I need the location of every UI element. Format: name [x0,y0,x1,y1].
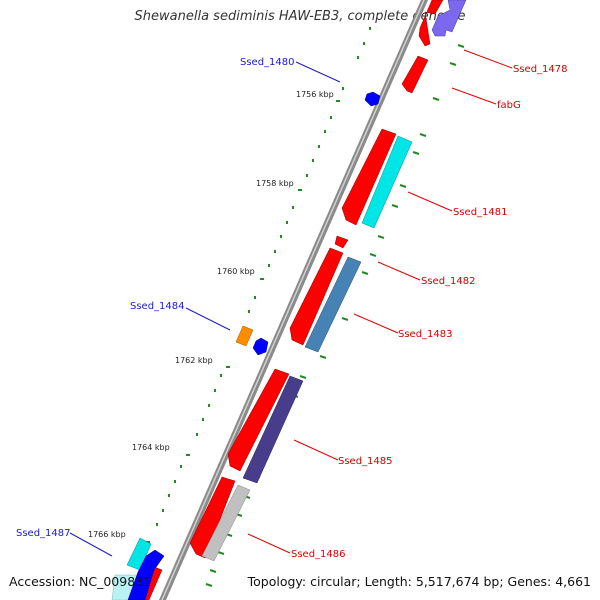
topology-text: Topology: circular; Length: 5,517,674 bp… [247,574,591,589]
feature-blue-1484[interactable] [252,337,269,356]
label-ssed-1485[interactable]: Ssed_1485 [338,456,393,467]
label-ssed-1486[interactable]: Ssed_1486 [291,549,346,560]
gene-ssed-1481[interactable] [341,128,397,226]
backbone-highlight [161,0,425,600]
label-ssed-1484[interactable]: Ssed_1484 [130,301,185,312]
feature-steelblue-1483[interactable] [304,256,362,353]
gene-labels: Ssed_1478 fabG Ssed_1481 Ssed_1482 Ssed_… [16,57,568,560]
label-ssed-1483[interactable]: Ssed_1483 [398,329,453,340]
gene-ssed-1478[interactable] [418,0,444,47]
feature-gray-1486[interactable] [201,484,251,562]
feature-lavender-1478[interactable] [431,0,467,37]
gene-ssed-1485[interactable] [227,368,290,472]
gene-ssed-1482[interactable] [334,235,349,249]
tick-label-1756: 1756 kbp [296,90,334,99]
label-fabg[interactable]: fabG [497,100,521,111]
tick-label-1766: 1766 kbp [88,530,126,539]
feature-tracks [111,0,467,600]
outer-dotted-ring [156,27,371,526]
label-ssed-1487[interactable]: Ssed_1487 [16,528,71,539]
gene-ssed-1483[interactable] [289,247,344,346]
feature-orange-1484[interactable] [235,325,254,347]
feature-blue-1487[interactable] [127,549,165,600]
feature-slateblue-1485[interactable] [242,375,304,484]
label-leader-lines [69,49,513,557]
label-ssed-1478[interactable]: Ssed_1478 [513,64,568,75]
gene-fabg[interactable] [401,55,429,94]
accession-text: Accession: NC_009831 [9,574,152,589]
tick-label-1758: 1758 kbp [256,179,294,188]
tick-label-1760: 1760 kbp [217,267,255,276]
label-ssed-1482[interactable]: Ssed_1482 [421,276,476,287]
label-ssed-1480[interactable]: Ssed_1480 [240,57,295,68]
feature-cyan-1481[interactable] [361,135,413,229]
tick-labels: 1756 kbp 1758 kbp 1760 kbp 1762 kbp 1764… [88,90,334,539]
gene-ssed-1486[interactable] [189,476,236,559]
map-title: Shewanella sediminis HAW-EB3, complete g… [134,9,466,24]
feature-blue-1480[interactable] [364,91,381,107]
tick-label-1762: 1762 kbp [175,356,213,365]
tick-label-1764: 1764 kbp [132,443,170,452]
forward-strand-genes [139,0,444,600]
label-ssed-1481[interactable]: Ssed_1481 [453,207,508,218]
